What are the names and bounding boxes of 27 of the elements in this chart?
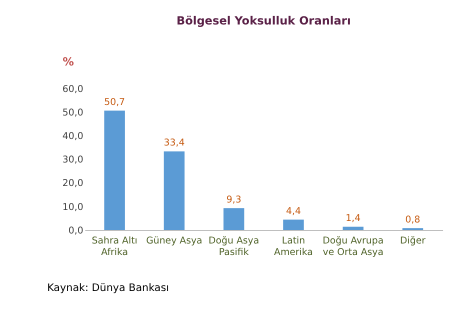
y-axis-title: % [62,56,74,69]
data-label: 50,7 [104,97,126,108]
x-tick-label: Latin Amerika [274,236,313,258]
y-tick-label: 60,0 [62,84,84,96]
bar [223,208,244,230]
data-label: 33,4 [164,138,185,149]
bar [104,110,125,230]
y-tick-label: 40,0 [62,131,84,142]
x-tick-label: Güney Asya [146,236,202,247]
y-tick-label: 10,0 [62,202,84,213]
y-tick-label: 30,0 [62,154,84,166]
y-tick-label: 50,0 [62,108,84,119]
data-label: 1,4 [346,213,361,224]
y-tick-label: 20,0 [62,178,84,190]
text: Kaynak: Dünya Bankası [47,282,170,294]
x-tick-label: Doğu Asya Pasifik [208,236,260,258]
x-tick-label: Sahra Altı Afrika [92,236,138,258]
x-tick-label: Doğu Avrupa ve Orta Asya [322,236,384,258]
x-tick-label: Diğer [400,236,426,247]
chart-title: Bölgesel Yoksulluk Oranları [176,14,351,28]
data-label: 9,3 [226,194,242,206]
y-tick-label: 0,0 [68,225,84,236]
bar [342,226,364,230]
data-label: 0,8 [405,214,420,226]
bar [164,151,185,230]
bar [283,220,304,230]
data-label: 4,4 [286,206,301,217]
